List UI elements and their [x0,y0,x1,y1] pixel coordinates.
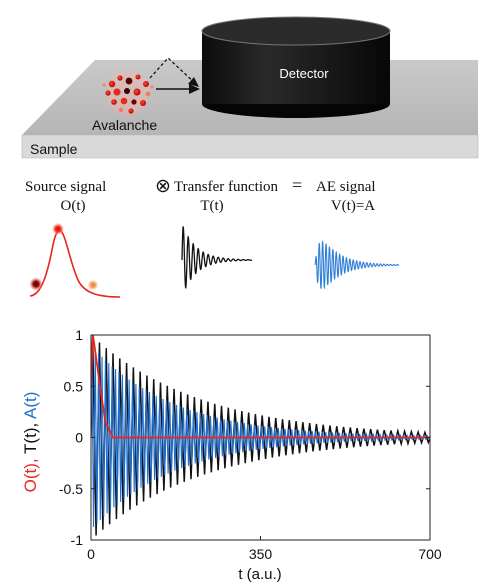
convolution-symbol: ⊗ [155,176,171,197]
source-title: Source signal [25,179,106,195]
y-axis-label-part: O(t), [21,454,40,492]
y-tick-label: -1 [71,532,84,548]
output-symbol: V(t)=A [331,198,375,214]
sample-slab-front [21,134,479,159]
series-source-line [91,335,430,439]
convolution-equation: Source signal ⊗ Transfer function = AE s… [25,175,376,214]
y-tick-label: -0.5 [59,481,83,497]
y-axis-label-part: T(t), [21,419,40,454]
x-axis-ticks: 0 350 700 [87,536,442,562]
transfer-title: Transfer function [174,179,279,195]
transfer-function-icon [181,225,253,290]
sample-label: Sample [30,141,78,157]
y-tick-label: 1 [75,327,83,343]
avalanche-label: Avalanche [92,117,157,133]
avalanche-cluster [102,71,154,115]
signal-chart: 1 0.5 0 -0.5 -1 0 350 700 t (a.u.) O(t), T(t),… [21,327,442,583]
source-pulse-icon [29,223,121,298]
x-tick-label: 700 [418,546,442,562]
detector: Detector [201,16,391,118]
detector-top [201,16,391,46]
x-tick-label: 350 [249,546,273,562]
schematic: Sample Detector [21,16,479,159]
wave-path-arrows [149,57,200,94]
detector-label: Detector [279,66,329,81]
equals-symbol: = [292,175,302,195]
y-axis-label-part: A(t) [21,392,40,419]
transfer-symbol: T(t) [200,198,223,214]
x-tick-label: 0 [87,546,95,562]
source-symbol: O(t) [61,198,86,214]
x-axis-label: t (a.u.) [238,566,281,583]
output-title: AE signal [316,179,376,195]
y-tick-label: 0 [75,430,83,446]
y-tick-label: 0.5 [64,378,84,394]
y-axis-ticks: 1 0.5 0 -0.5 -1 [59,327,430,548]
ae-signal-icon [314,240,400,290]
y-axis-label: O(t), T(t), A(t) [21,392,40,493]
